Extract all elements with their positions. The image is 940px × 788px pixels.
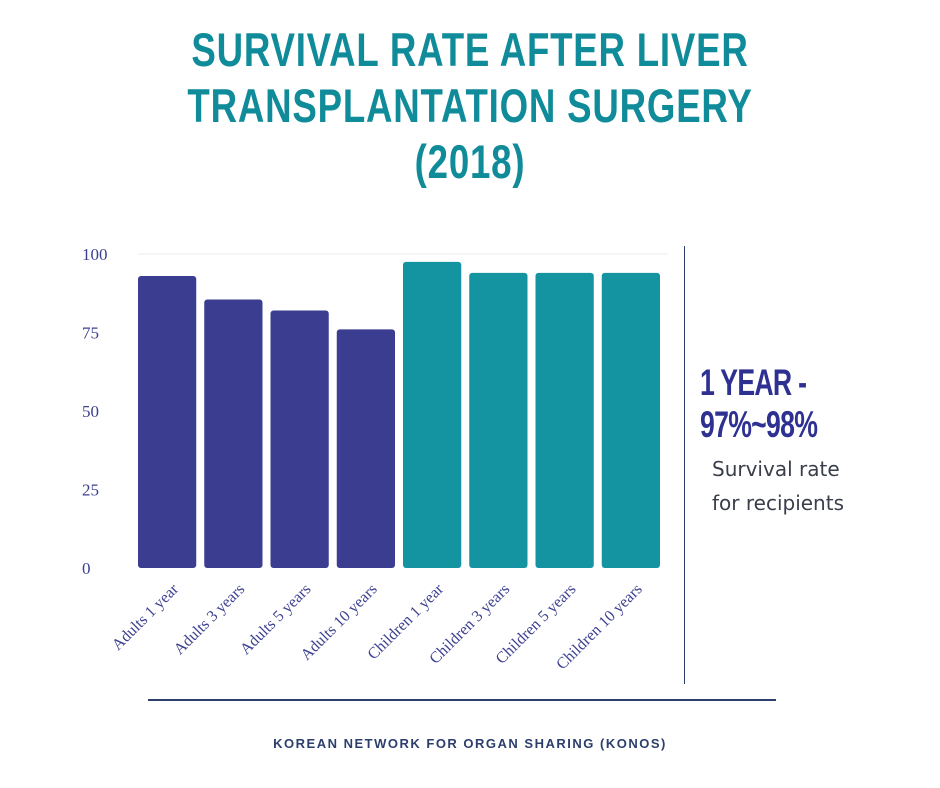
y-tick-label: 0 — [82, 559, 91, 578]
note-line-2: for recipients — [712, 491, 844, 515]
highlight-stat: 1 YEAR - 97%~98% — [700, 362, 866, 446]
chart-title: SURVIVAL RATE AFTER LIVER TRANSPLANTATIO… — [103, 22, 836, 190]
note-line-1: Survival rate — [712, 457, 840, 481]
y-tick-label: 25 — [82, 481, 99, 500]
horizontal-divider — [148, 699, 776, 701]
highlight-line-2: 97%~98% — [700, 404, 818, 445]
bar-children-3-years — [469, 272, 528, 568]
source-credit: KOREAN NETWORK FOR ORGAN SHARING (KONOS) — [273, 736, 667, 751]
y-tick-label: 75 — [82, 324, 99, 343]
vertical-divider — [684, 246, 685, 684]
highlight-line-1: 1 YEAR - — [700, 362, 807, 403]
title-line-1: SURVIVAL RATE AFTER LIVER — [191, 23, 749, 76]
bar-children-1-year — [403, 261, 462, 568]
y-tick-label: 50 — [82, 402, 99, 421]
title-line-2: TRANSPLANTATION SURGERY — [187, 79, 753, 132]
bars — [138, 261, 660, 568]
title-line-3: (2018) — [414, 135, 526, 188]
bar-adults-1-year — [138, 275, 197, 568]
bar-children-10-years — [601, 272, 660, 568]
bar-adults-3-years — [204, 299, 263, 568]
y-axis-ticks: 0 25 50 75 100 — [82, 245, 108, 578]
x-tick-label: Adults 1 year — [109, 580, 182, 653]
bar-children-5-years — [535, 272, 594, 568]
highlight-note: Survival rate for recipients — [712, 452, 932, 520]
y-tick-label: 100 — [82, 245, 108, 264]
bar-adults-10-years — [336, 329, 395, 568]
bar-adults-5-years — [270, 310, 329, 568]
